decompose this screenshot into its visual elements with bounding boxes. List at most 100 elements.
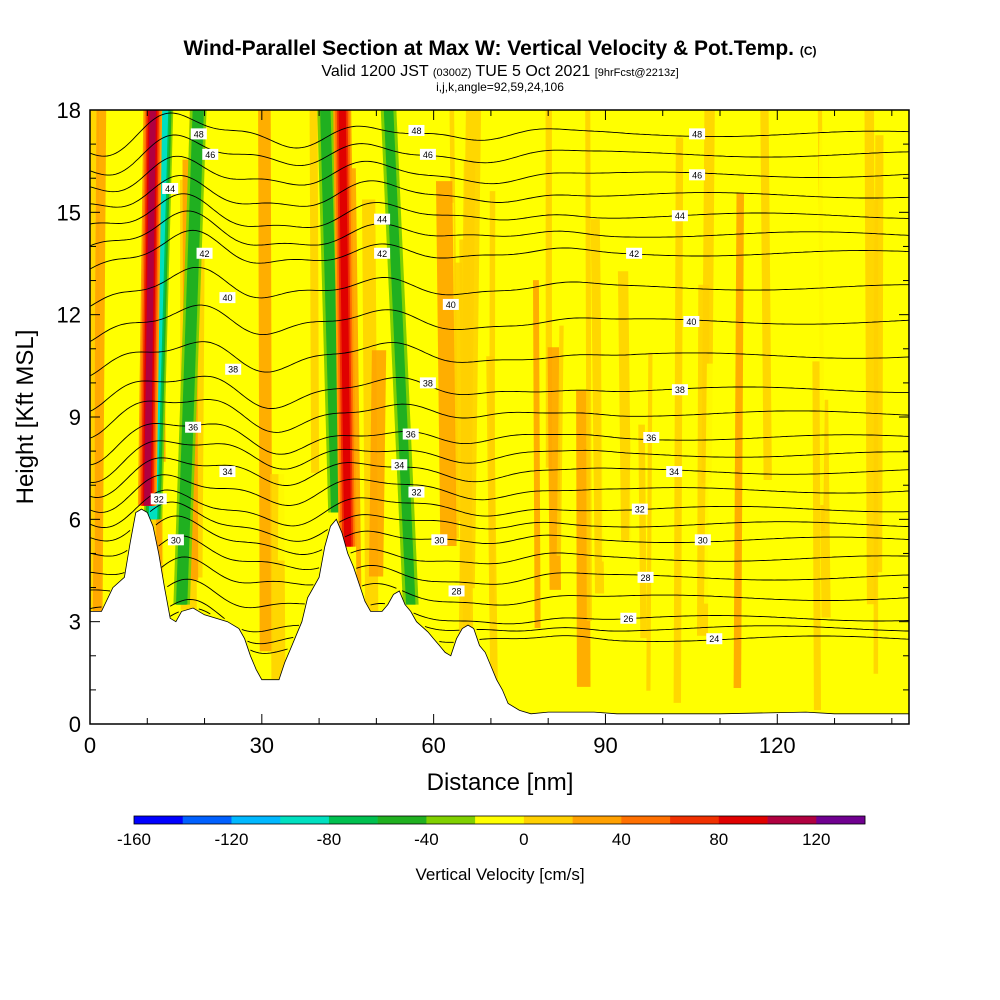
copyright-mark: (C) <box>799 44 817 58</box>
velocity-streak <box>556 325 564 556</box>
velocity-streak <box>733 193 744 688</box>
velocity-streak <box>351 168 362 600</box>
isentrope-label-text: 34 <box>669 467 679 477</box>
isentrope-label-box <box>225 363 242 375</box>
y-tick-label: 6 <box>69 507 81 532</box>
isentrope-label-text: 36 <box>646 433 656 443</box>
colorbar-tick-label: -40 <box>414 830 439 849</box>
velocity-streak <box>533 280 541 628</box>
colorbar: -160 -120 -80 -40 0 40 80 120 <box>117 815 866 849</box>
colorbar-swatch <box>182 816 232 824</box>
colorbar-swatch <box>280 816 330 824</box>
velocity-streak <box>673 137 684 703</box>
isentrope-label: 44 <box>374 213 391 225</box>
colorbar-swatch <box>572 816 622 824</box>
colorbar-swatch <box>767 816 817 824</box>
isentrope-line <box>90 578 909 610</box>
velocity-streak <box>812 361 821 711</box>
colorbar-swatch <box>231 816 281 824</box>
isentrope-label-box <box>185 421 202 433</box>
isentrope-label-text: 28 <box>452 586 462 596</box>
isentrope-line <box>90 155 909 193</box>
isentrope-label-box <box>671 384 688 396</box>
isentrope-line <box>90 112 909 157</box>
isentrope-label: 46 <box>202 148 219 160</box>
colorbar-tick-label: 80 <box>709 830 728 849</box>
x-tick-label: 90 <box>593 733 617 758</box>
isentrope-label-text: 26 <box>623 614 633 624</box>
isentrope-label: 46 <box>689 169 706 181</box>
velocity-streak <box>486 356 499 707</box>
isentrope-label: 26 <box>620 612 637 624</box>
isentrope-label-text: 30 <box>434 535 444 545</box>
isentrope-label-text: 42 <box>629 249 639 259</box>
isentrope-label: 32 <box>631 503 648 515</box>
colorbar-frame <box>133 815 866 825</box>
isentrope-label: 34 <box>391 459 408 471</box>
valid-time: Valid 1200 JST <box>321 63 429 80</box>
isentrope-line <box>90 210 909 247</box>
isentrope-label: 48 <box>408 124 425 136</box>
plot-area: 24 26 28 28 30 30 30 32 32 32 34 34 34 36 36 36 38 38 38 40… <box>90 110 909 724</box>
isentrope-label: 42 <box>626 247 643 259</box>
isentrope-label-box <box>643 431 660 443</box>
isentrope-label-text: 46 <box>692 170 702 180</box>
isentrope-label-text: 36 <box>406 430 416 440</box>
downdraft-core <box>320 110 341 513</box>
isentrope-label-box <box>706 633 723 645</box>
isentrope-label-box <box>631 503 648 515</box>
isentrope-label-box <box>167 534 184 546</box>
isentrope-label: 48 <box>190 128 207 140</box>
velocity-streak <box>90 309 95 555</box>
isentrope-label-text: 40 <box>446 300 456 310</box>
velocity-streak <box>617 271 632 541</box>
isentrope-lines <box>90 112 909 654</box>
isentrope-label-box <box>408 124 425 136</box>
colorbar-swatch <box>134 816 184 824</box>
isentrope-label-text: 36 <box>188 423 198 433</box>
isentrope-line <box>90 193 909 228</box>
isentrope-label-box <box>666 466 683 478</box>
isentrope-line <box>90 134 909 176</box>
isentrope-label: 44 <box>671 210 688 222</box>
isentrope-label-text: 34 <box>222 467 232 477</box>
isentrope-label-text: 38 <box>675 385 685 395</box>
isentrope-label-box <box>162 182 179 194</box>
colorbar-title: Vertical Velocity [cm/s] <box>415 865 584 884</box>
velocity-streak <box>309 110 320 473</box>
y-tick-label: 3 <box>69 610 81 635</box>
grid-info: i,j,k,angle=92,59,24,106 <box>436 80 564 94</box>
isentrope-label: 30 <box>431 534 448 546</box>
isentrope-label-box <box>637 571 654 583</box>
updraft-core <box>144 110 156 506</box>
colorbar-swatch <box>816 816 866 824</box>
isentrope-label-text: 32 <box>411 488 421 498</box>
isentrope-label: 40 <box>442 298 459 310</box>
isentrope-line <box>90 474 909 513</box>
y-axis-title: Height [Kft MSL] <box>12 330 39 505</box>
isentrope-label-box <box>374 247 391 259</box>
isentrope-label-text: 24 <box>709 634 719 644</box>
isentrope-line <box>90 304 909 342</box>
isentrope-label: 36 <box>402 428 419 440</box>
isentrope-label-text: 34 <box>394 460 404 470</box>
isentrope-label-text: 32 <box>154 494 164 504</box>
isentrope-label-box <box>689 128 706 140</box>
isentrope-line <box>90 399 909 439</box>
x-tick-label: 60 <box>421 733 445 758</box>
x-tick-label: 30 <box>250 733 274 758</box>
terrain-mask <box>90 508 909 724</box>
colorbar-swatch <box>328 816 378 824</box>
isentrope-label-box <box>402 428 419 440</box>
velocity-streak <box>874 135 884 573</box>
y-tick-label: 15 <box>57 200 81 225</box>
isentrope-label-box <box>419 377 436 389</box>
title-block: Wind-Parallel Section at Max W: Vertical… <box>0 36 1000 93</box>
valid-utc: (0300Z) <box>432 67 472 79</box>
colorbar-tick-label: -160 <box>117 830 151 849</box>
isentrope-label: 48 <box>689 128 706 140</box>
isentrope-line <box>90 440 909 483</box>
x-tick-label: 0 <box>84 733 96 758</box>
colorbar-tick-label: -120 <box>214 830 248 849</box>
isentrope-line <box>90 501 909 542</box>
